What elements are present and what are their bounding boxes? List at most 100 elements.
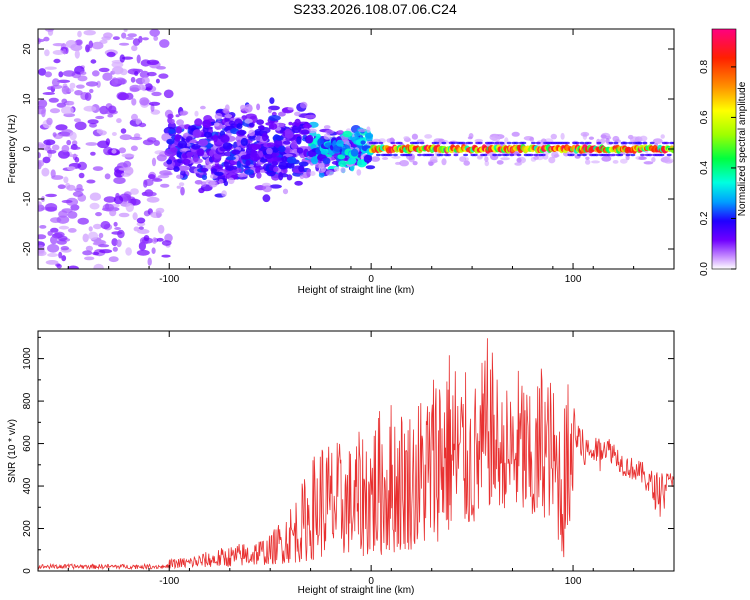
spectrogram-blob	[177, 165, 190, 172]
spectrogram-blob	[67, 228, 77, 233]
spectrogram-blob	[38, 201, 42, 206]
spectrogram-blob	[137, 229, 150, 234]
spectrogram-blob	[294, 111, 301, 117]
spectrogram-blob	[160, 183, 170, 188]
spectrogram-band-blob	[220, 134, 230, 143]
spectrogram-band-blob	[257, 125, 265, 130]
spectrogram-blob	[141, 76, 150, 85]
spectrogram-blob	[103, 196, 116, 203]
spectrogram-band-edge	[482, 153, 488, 157]
y-tick-label: 800	[22, 392, 33, 409]
spectrogram-band-blob	[337, 154, 346, 160]
spectrogram-band-blob	[338, 160, 347, 167]
spectrogram-blob	[139, 70, 150, 79]
spectrogram-band-blob	[178, 140, 188, 149]
spectrogram-blob	[258, 151, 264, 158]
spectrogram-blob	[144, 191, 157, 197]
spectrogram-blob	[67, 166, 76, 171]
spectrogram-band-edge	[516, 153, 522, 157]
colorbar-gradient	[711, 28, 737, 270]
spectrogram-blob	[580, 131, 590, 137]
spectrogram-blob	[176, 174, 184, 180]
spectrogram-blob	[601, 155, 612, 162]
spectrogram-blob	[38, 101, 44, 105]
spectrogram-band-blob	[245, 159, 251, 166]
y-tick-label: 10	[22, 93, 33, 105]
spectrogram-blob	[157, 224, 165, 234]
spectrogram-band-edge	[373, 141, 379, 145]
spectrogram-blob	[262, 185, 273, 193]
spectrogram-blob	[117, 229, 125, 239]
spectrogram-band-blob	[284, 130, 294, 139]
spectrogram-blob	[62, 48, 67, 55]
spectrogram-band-edge	[664, 141, 670, 145]
spectrogram-blob	[115, 192, 120, 199]
spectrogram-blob	[92, 251, 100, 256]
spectrogram-blob	[83, 30, 96, 36]
spectrogram-blob	[52, 43, 65, 47]
spectrogram-blob	[125, 203, 134, 212]
spectrogram-band-blob	[174, 134, 181, 142]
spectrogram-blob	[181, 148, 191, 152]
spectrogram-blob	[533, 156, 539, 160]
spectrogram-blob	[612, 135, 620, 143]
spectrogram-blob	[58, 150, 70, 159]
spectrogram-blob	[600, 134, 607, 139]
spectrogram-blob	[82, 250, 93, 256]
spectrogram-band-blob	[363, 154, 373, 163]
snr-frame	[37, 330, 675, 572]
spectrogram-blob	[132, 38, 140, 46]
spectrogram-blob	[269, 184, 282, 189]
spectrogram-blob	[192, 154, 199, 163]
spectrogram-blob	[244, 104, 253, 113]
spectrogram-blob	[612, 160, 619, 164]
spectrogram-band-blob	[278, 172, 284, 181]
spectrogram-blob	[142, 37, 149, 41]
spectrogram-blob	[125, 92, 134, 100]
spectrogram-band-blob	[191, 143, 201, 150]
spectrogram-blob	[78, 172, 85, 179]
spectrogram-blob	[72, 191, 84, 197]
spectrogram-x-label: Height of straight line (km)	[298, 285, 415, 296]
spectrogram-blob	[43, 139, 56, 146]
spectrogram-band-edge	[640, 153, 645, 157]
spectrogram-blob	[132, 212, 138, 221]
spectrogram-blob	[84, 256, 95, 261]
spectrogram-blob	[146, 71, 157, 77]
spectrogram-blob	[73, 118, 81, 123]
spectrogram-band-edge	[509, 153, 515, 157]
snr-x-label: Height of straight line (km)	[298, 585, 415, 596]
spectrogram-blob	[484, 156, 489, 163]
spectrogram-band-blob	[350, 148, 359, 157]
spectrogram-blob	[664, 159, 673, 164]
spectrogram-blob	[459, 156, 467, 163]
spectrogram-band-blob	[237, 129, 247, 136]
spectrogram-blob	[225, 172, 239, 181]
spectrogram-blob	[98, 67, 110, 73]
y-tick-label: 20	[22, 43, 33, 55]
spectrogram-blob	[268, 105, 280, 111]
spectrogram-blob	[224, 114, 233, 119]
spectrogram-blob	[205, 179, 213, 184]
spectrogram-band-blob	[248, 122, 255, 128]
spectrogram-blob	[97, 140, 110, 149]
spectrogram-blob	[95, 115, 105, 120]
spectrogram-band-blob	[166, 138, 175, 145]
spectrogram-blob	[500, 157, 510, 161]
spectrogram-blob	[61, 199, 73, 204]
spectrogram-band-blob	[286, 156, 297, 164]
spectrogram-blob	[550, 133, 557, 140]
chart-title: S233.2026.108.07.06.C24	[293, 1, 457, 17]
spectrogram-band-blob	[259, 158, 268, 163]
spectrogram-blob	[87, 119, 99, 125]
spectrogram-blob	[114, 227, 121, 230]
spectrogram-band-blob	[240, 154, 251, 160]
spectrogram-blob	[61, 106, 74, 115]
spectrogram-band-edge	[625, 153, 631, 157]
spectrogram-blob	[149, 29, 160, 37]
spectrogram-blob	[52, 50, 65, 55]
spectrogram-band-edge	[579, 141, 585, 145]
spectrogram-band-blob	[298, 161, 309, 167]
spectrogram-blob	[44, 66, 57, 70]
